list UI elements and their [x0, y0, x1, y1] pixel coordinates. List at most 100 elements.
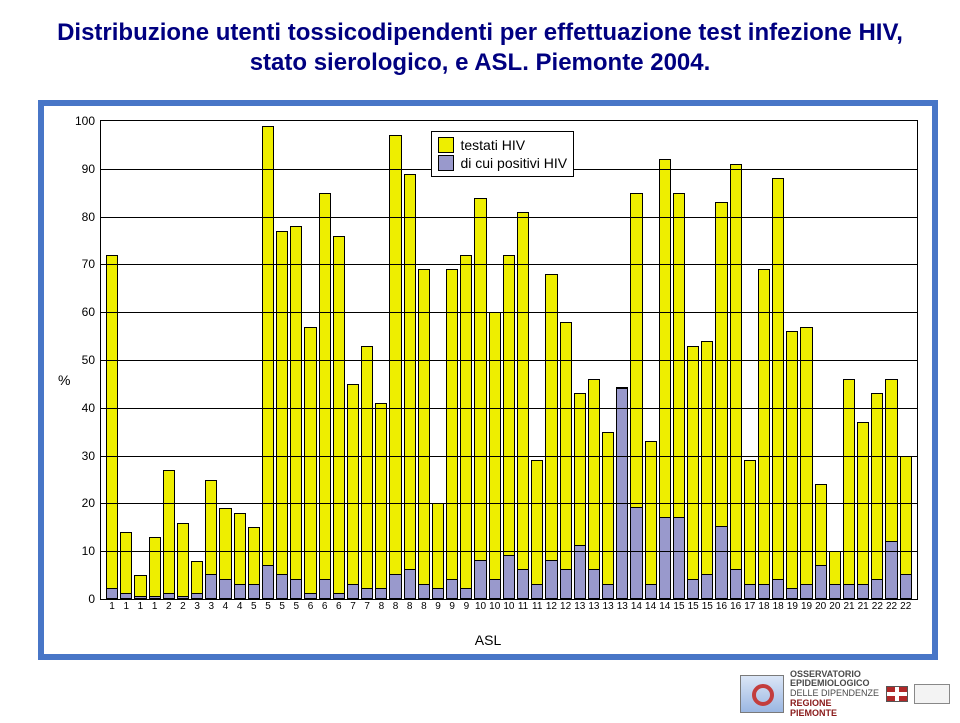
x-tick-label: 18 — [773, 601, 784, 612]
bar-segment-positivi — [460, 589, 472, 599]
bar-segment-positivi — [730, 570, 742, 599]
bar-segment-testati — [333, 236, 345, 595]
bar-segment-testati — [517, 212, 529, 571]
x-tick-label: 13 — [603, 601, 614, 612]
x-tick-label: 19 — [787, 601, 798, 612]
x-tick-label: 8 — [407, 601, 413, 612]
bar-segment-testati — [744, 460, 756, 584]
x-tick-label: 22 — [900, 601, 911, 612]
chart-title: Distribuzione utenti tossicodipendenti p… — [0, 0, 960, 88]
x-tick-label: 5 — [251, 601, 257, 612]
x-tick-label: 5 — [294, 601, 300, 612]
bar-segment-positivi — [262, 566, 274, 599]
x-tick-label: 6 — [336, 601, 342, 612]
bar-segment-positivi — [758, 585, 770, 599]
x-tick-label: 1 — [109, 601, 115, 612]
x-tick-label: 6 — [308, 601, 314, 612]
x-tick-label: 4 — [223, 601, 229, 612]
x-tick-label: 16 — [730, 601, 741, 612]
x-tick-label: 14 — [645, 601, 656, 612]
bar-segment-positivi — [489, 580, 501, 599]
bar-segment-positivi — [163, 594, 175, 599]
bar-segment-positivi — [347, 585, 359, 599]
bar-segment-positivi — [418, 585, 430, 599]
bar-segment-positivi — [517, 570, 529, 599]
signature-icon — [914, 684, 950, 704]
bar-segment-testati — [149, 537, 161, 597]
y-axis-label: % — [58, 372, 70, 388]
bar-segment-positivi — [659, 518, 671, 599]
bar-segment-testati — [673, 193, 685, 518]
bar-segment-positivi — [843, 585, 855, 599]
bar-segment-positivi — [290, 580, 302, 599]
x-tick-label: 18 — [758, 601, 769, 612]
x-tick-label: 15 — [702, 601, 713, 612]
x-tick-label: 9 — [464, 601, 470, 612]
y-tick-label: 10 — [65, 544, 95, 558]
bar-segment-positivi — [800, 585, 812, 599]
x-tick-label: 1 — [152, 601, 158, 612]
bar-segment-positivi — [120, 594, 132, 599]
bar-segment-testati — [758, 269, 770, 584]
bar-segment-testati — [404, 174, 416, 571]
bar-segment-positivi — [177, 597, 189, 599]
bar-segment-testati — [361, 346, 373, 590]
bar-segment-positivi — [234, 585, 246, 599]
bar-segment-testati — [900, 456, 912, 576]
x-tick-label: 21 — [843, 601, 854, 612]
bar-segment-testati — [885, 379, 897, 542]
x-tick-label: 2 — [166, 601, 172, 612]
bar-segment-positivi — [900, 575, 912, 599]
x-tick-label: 3 — [194, 601, 200, 612]
gridline — [101, 408, 917, 409]
bar-segment-testati — [375, 403, 387, 589]
x-tick-label: 8 — [393, 601, 399, 612]
bar-segment-positivi — [560, 570, 572, 599]
bar-segment-positivi — [319, 580, 331, 599]
bar-segment-testati — [106, 255, 118, 590]
bar-segment-positivi — [645, 585, 657, 599]
legend-item: testati HIV — [438, 136, 567, 154]
bar-segment-positivi — [815, 566, 827, 599]
bar-segment-positivi — [503, 556, 515, 599]
flag-icon — [886, 686, 908, 702]
bar-segment-positivi — [432, 589, 444, 599]
bar-segment-testati — [389, 135, 401, 575]
gridline — [101, 264, 917, 265]
x-tick-label: 5 — [279, 601, 285, 612]
x-tick-label: 6 — [322, 601, 328, 612]
bar-segment-positivi — [446, 580, 458, 599]
x-tick-label: 13 — [588, 601, 599, 612]
bar-segment-testati — [815, 484, 827, 565]
bar-segment-positivi — [687, 580, 699, 599]
bar-segment-positivi — [786, 589, 798, 599]
x-tick-label: 7 — [350, 601, 356, 612]
bar-segment-testati — [262, 126, 274, 566]
bar-segment-positivi — [106, 589, 118, 599]
bar-segment-testati — [574, 393, 586, 546]
bar-segment-testati — [460, 255, 472, 590]
x-tick-label: 14 — [631, 601, 642, 612]
bar-segment-positivi — [474, 561, 486, 599]
x-tick-label: 13 — [617, 601, 628, 612]
legend-label: di cui positivi HIV — [460, 155, 567, 171]
bar-segment-testati — [843, 379, 855, 585]
bar-segment-testati — [829, 551, 841, 584]
footer-logo: OSSERVATORIO EPIDEMIOLOGICO DELLE DIPEND… — [740, 670, 950, 719]
bar-segment-positivi — [404, 570, 416, 599]
x-tick-label: 12 — [560, 601, 571, 612]
bar-segment-testati — [276, 231, 288, 575]
bar-segment-testati — [701, 341, 713, 575]
bar-segment-testati — [730, 164, 742, 570]
bar-segment-positivi — [701, 575, 713, 599]
bar-segment-positivi — [134, 597, 146, 599]
bar-segment-positivi — [588, 570, 600, 599]
bar-segment-testati — [772, 178, 784, 580]
x-tick-label: 20 — [815, 601, 826, 612]
bar-segment-testati — [248, 527, 260, 584]
y-tick-label: 0 — [65, 592, 95, 606]
bar-segment-testati — [687, 346, 699, 580]
bar-segment-positivi — [149, 597, 161, 599]
x-tick-label: 5 — [265, 601, 271, 612]
bar-segment-positivi — [871, 580, 883, 599]
